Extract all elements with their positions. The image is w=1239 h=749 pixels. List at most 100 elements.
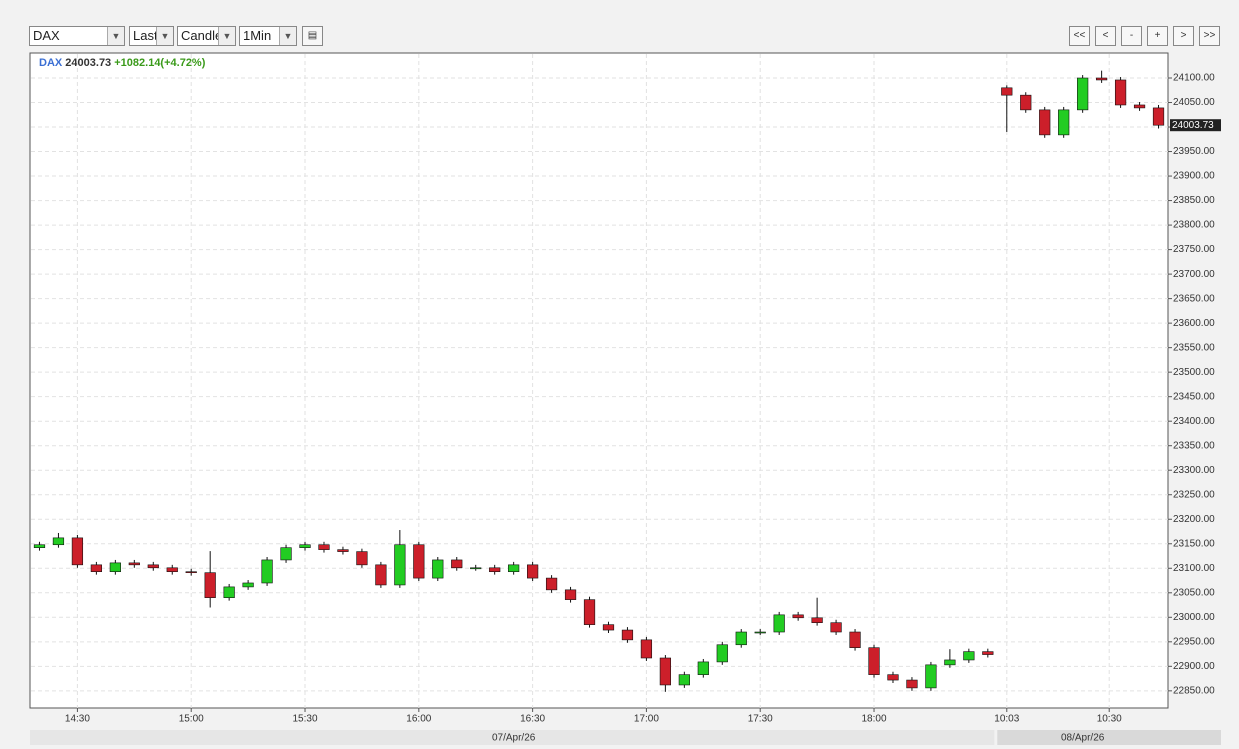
header-last: 24003.73 xyxy=(65,57,111,69)
y-tick-label: 23450.00 xyxy=(1173,391,1215,402)
candle-body xyxy=(1001,87,1013,96)
date-band xyxy=(997,730,1221,745)
candle-body xyxy=(223,586,235,598)
y-tick-label: 22850.00 xyxy=(1173,685,1215,696)
y-tick-label: 23200.00 xyxy=(1173,514,1215,525)
candle-body xyxy=(299,544,311,548)
candle-body xyxy=(318,544,330,550)
x-tick-label: 17:00 xyxy=(634,714,659,725)
date-band xyxy=(30,730,995,745)
y-tick-label: 23300.00 xyxy=(1173,465,1215,476)
nav-button[interactable]: + xyxy=(1147,26,1168,46)
x-tick-label: 16:30 xyxy=(520,714,545,725)
interval-select[interactable]: 1Min ▼ xyxy=(239,26,297,46)
candle-body xyxy=(394,544,406,586)
candle-body xyxy=(33,544,46,548)
candle-body xyxy=(128,562,140,566)
date-label: 08/Apr/26 xyxy=(1061,733,1105,744)
candle-body xyxy=(356,551,368,566)
y-tick-label: 23100.00 xyxy=(1173,563,1215,574)
candle-body xyxy=(432,559,444,579)
x-tick-label: 10:30 xyxy=(1097,714,1122,725)
y-tick-label: 24000.00 xyxy=(1173,122,1215,133)
candle-body xyxy=(944,659,956,666)
style-select[interactable]: Candle ▼ xyxy=(177,26,236,46)
y-tick-label: 23400.00 xyxy=(1173,416,1215,427)
nav-button[interactable]: >> xyxy=(1199,26,1220,46)
candle-body xyxy=(261,559,273,584)
candle-body xyxy=(754,631,766,634)
candle-body xyxy=(830,622,842,633)
candle-body xyxy=(109,562,121,573)
candle-body xyxy=(1096,77,1108,81)
y-tick-label: 23650.00 xyxy=(1173,293,1215,304)
y-tick-label: 23500.00 xyxy=(1173,367,1215,378)
candle-body xyxy=(849,631,861,648)
header-symbol: DAX xyxy=(39,57,63,69)
y-tick-label: 23150.00 xyxy=(1173,538,1215,549)
x-tick-label: 10:03 xyxy=(994,714,1019,725)
candle-body xyxy=(527,564,539,579)
y-tick-label: 23350.00 xyxy=(1173,440,1215,451)
candle-body xyxy=(1020,94,1032,111)
candle-body xyxy=(887,674,899,681)
y-tick-label: 23600.00 xyxy=(1173,318,1215,329)
y-tick-label: 23550.00 xyxy=(1173,342,1215,353)
y-tick-label: 23250.00 xyxy=(1173,489,1215,500)
x-tick-label: 15:30 xyxy=(293,714,318,725)
candle-body xyxy=(583,599,596,625)
candle-body xyxy=(413,544,425,579)
candle-body xyxy=(1039,109,1051,136)
dropdown-arrow: ▼ xyxy=(107,27,124,45)
candle-body xyxy=(470,567,482,570)
dropdown-arrow: ▼ xyxy=(218,27,235,45)
candle-body xyxy=(489,567,501,573)
x-tick-label: 17:30 xyxy=(748,714,773,725)
y-tick-label: 24050.00 xyxy=(1173,97,1215,108)
candle-body xyxy=(451,559,463,569)
field-text: Last xyxy=(133,28,158,43)
candle-body xyxy=(792,614,804,619)
y-tick-label: 23750.00 xyxy=(1173,244,1215,255)
y-tick-label: 23850.00 xyxy=(1173,195,1215,206)
candle-body xyxy=(1152,107,1165,126)
candle-body xyxy=(678,674,690,686)
last-price-label: 24003.73 xyxy=(1172,120,1214,131)
candle-body xyxy=(621,629,634,641)
y-tick-label: 23950.00 xyxy=(1173,146,1215,157)
candle-body xyxy=(545,577,558,591)
candle-body xyxy=(925,664,937,689)
symbol-text: DAX xyxy=(33,28,60,43)
candle-body xyxy=(564,589,577,600)
interval-text: 1Min xyxy=(243,28,272,43)
settings-button[interactable]: ▤ xyxy=(302,26,323,46)
field-select[interactable]: Last ▼ xyxy=(129,26,174,46)
candle-body xyxy=(982,651,994,655)
candle-body xyxy=(508,564,520,573)
candle-body xyxy=(166,567,178,573)
nav-button[interactable]: > xyxy=(1173,26,1194,46)
candle-body xyxy=(90,564,102,573)
candle-body xyxy=(868,647,880,675)
y-tick-label: 22950.00 xyxy=(1173,636,1215,647)
nav-button[interactable]: - xyxy=(1121,26,1142,46)
y-tick-label: 23050.00 xyxy=(1173,587,1215,598)
symbol-select[interactable]: DAX ▼ xyxy=(29,26,125,46)
candle-body xyxy=(242,582,254,588)
candle-body xyxy=(375,564,387,586)
dropdown-arrow: ▼ xyxy=(279,27,296,45)
nav-button[interactable]: << xyxy=(1069,26,1090,46)
candle-body xyxy=(906,679,918,689)
candle-body xyxy=(1114,79,1127,106)
last-price-tag xyxy=(1170,119,1221,132)
header: DAX 24003.73 +1082.14(+4.72%) xyxy=(39,57,206,69)
y-tick-label: 22900.00 xyxy=(1173,661,1215,672)
style-text: Candle xyxy=(181,28,223,43)
y-tick-label: 23800.00 xyxy=(1173,220,1215,231)
candle-body xyxy=(337,549,349,552)
header-change: +1082.14(+4.72%) xyxy=(114,57,205,69)
nav-button[interactable]: < xyxy=(1095,26,1116,46)
candle-body xyxy=(71,537,84,566)
